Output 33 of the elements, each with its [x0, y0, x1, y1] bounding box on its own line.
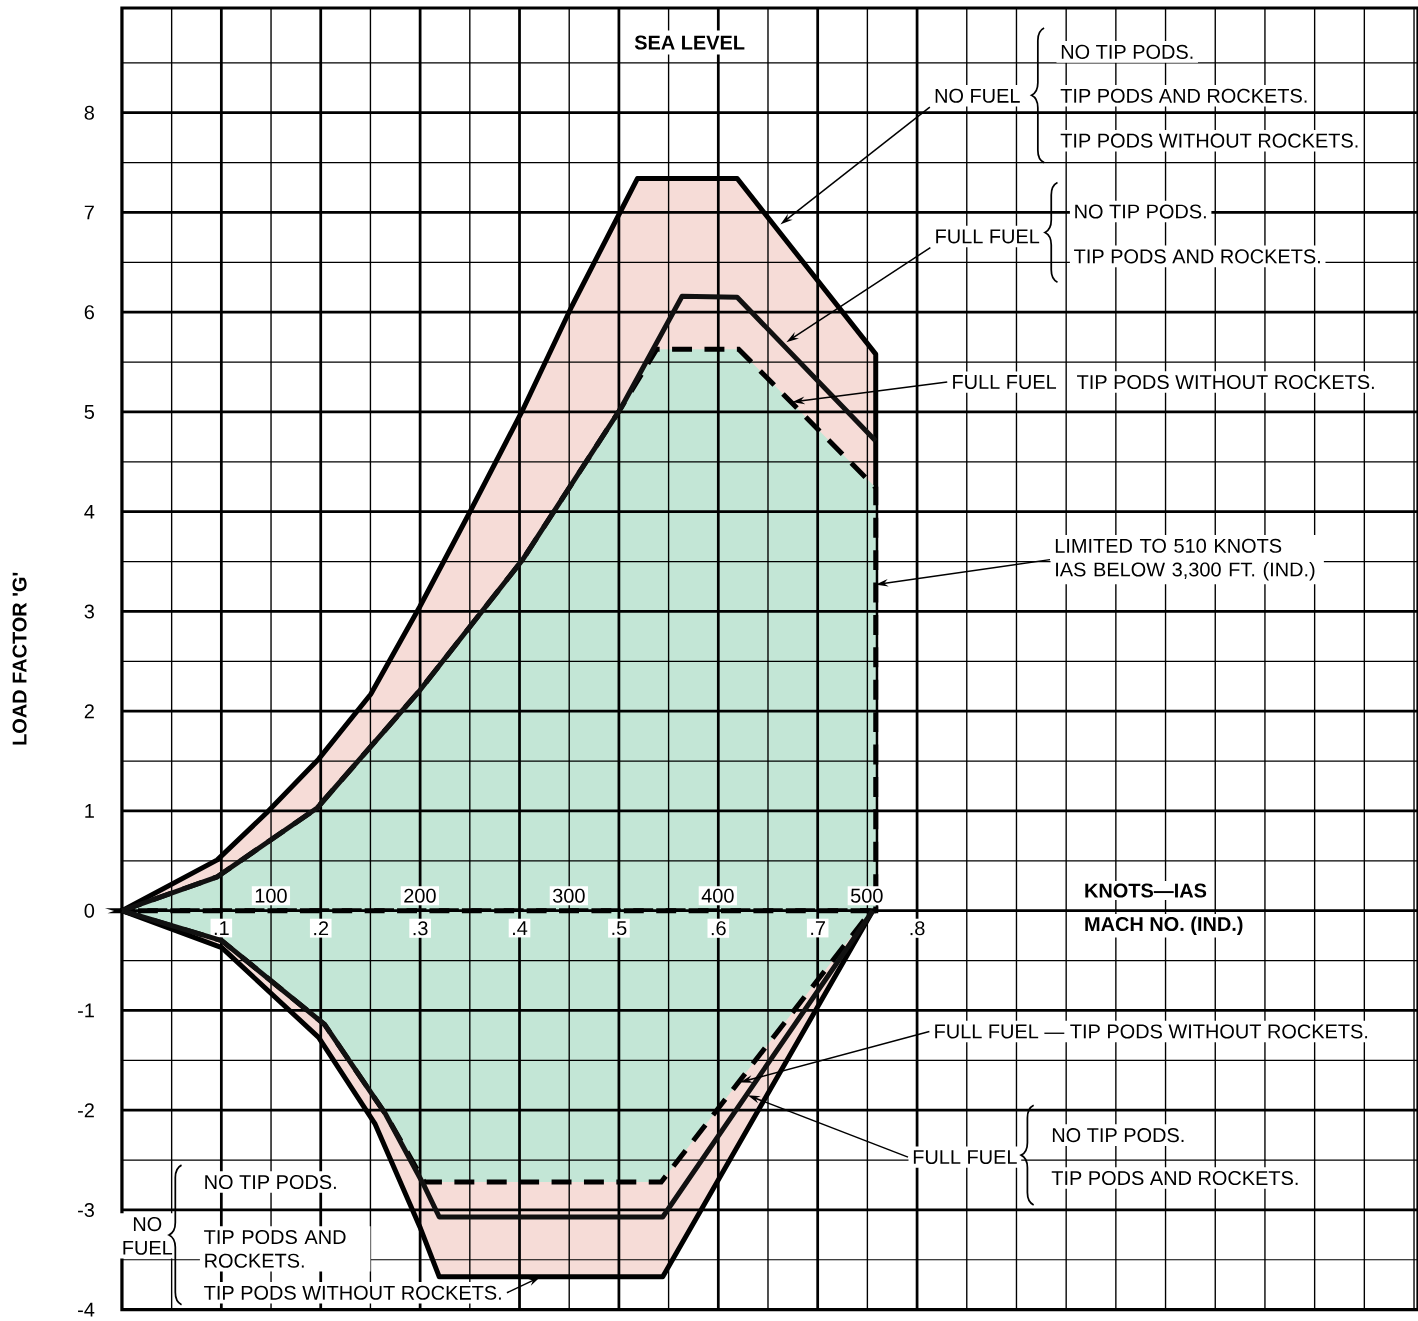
y-tick-label: 7	[84, 205, 94, 220]
x2-tick-label: .8	[910, 921, 925, 936]
y-tick-label: 0	[84, 903, 95, 918]
y-tick-label: 8	[84, 105, 94, 120]
annotation: FULL FUEL	[953, 375, 1057, 390]
annotation: TIP PODS AND ROCKETS.	[1060, 88, 1307, 103]
annotation: NO TIP PODS.	[1075, 204, 1206, 219]
y-tick-label: 1	[85, 804, 94, 818]
annotation: NO TIP PODS.	[1061, 44, 1193, 60]
annotation: TIP PODS AND ROCKETS.	[1051, 1171, 1298, 1186]
y-axis-title: LOAD FACTOR 'G'	[12, 572, 27, 745]
y-tick-label: 2	[84, 704, 94, 719]
annotation: FULL FUEL	[936, 229, 1040, 244]
x-axis-title: KNOTS—IAS	[1085, 883, 1207, 898]
annotation: TIP PODS WITHOUT ROCKETS.	[1060, 133, 1358, 148]
annotation: FULL FUEL	[913, 1150, 1017, 1165]
annotation: FULL FUEL — TIP PODS WITHOUT ROCKETS.	[935, 1024, 1368, 1039]
y-tick-label: -1	[78, 1003, 94, 1018]
annotation: TIP PODS AND ROCKETS.	[1074, 249, 1320, 264]
y-tick-label: 3	[84, 604, 94, 619]
text: SEA LEVEL	[634, 35, 745, 50]
y-tick-label: -4	[78, 1303, 95, 1317]
x2-axis-title: MACH NO. (IND.)	[1085, 916, 1243, 936]
y-tick-label: 6	[84, 305, 94, 320]
annotation: TIP PODS WITHOUT ROCKETS.	[1077, 375, 1374, 390]
y-tick-label: -2	[78, 1103, 94, 1118]
y-tick-label: 4	[84, 505, 95, 519]
annotation: NO TIP PODS.	[1052, 1128, 1184, 1143]
y-tick-label: -3	[78, 1203, 94, 1218]
annotation: LIMITED TO 510 KNOTS IAS BELOW 3,300 FT. (IND.)	[1055, 538, 1315, 581]
annotation: TIP PODS WITHOUT ROCKETS.	[204, 1285, 501, 1300]
annotation: NO FUEL	[935, 88, 1020, 103]
y-tick-label: 5	[84, 405, 95, 420]
